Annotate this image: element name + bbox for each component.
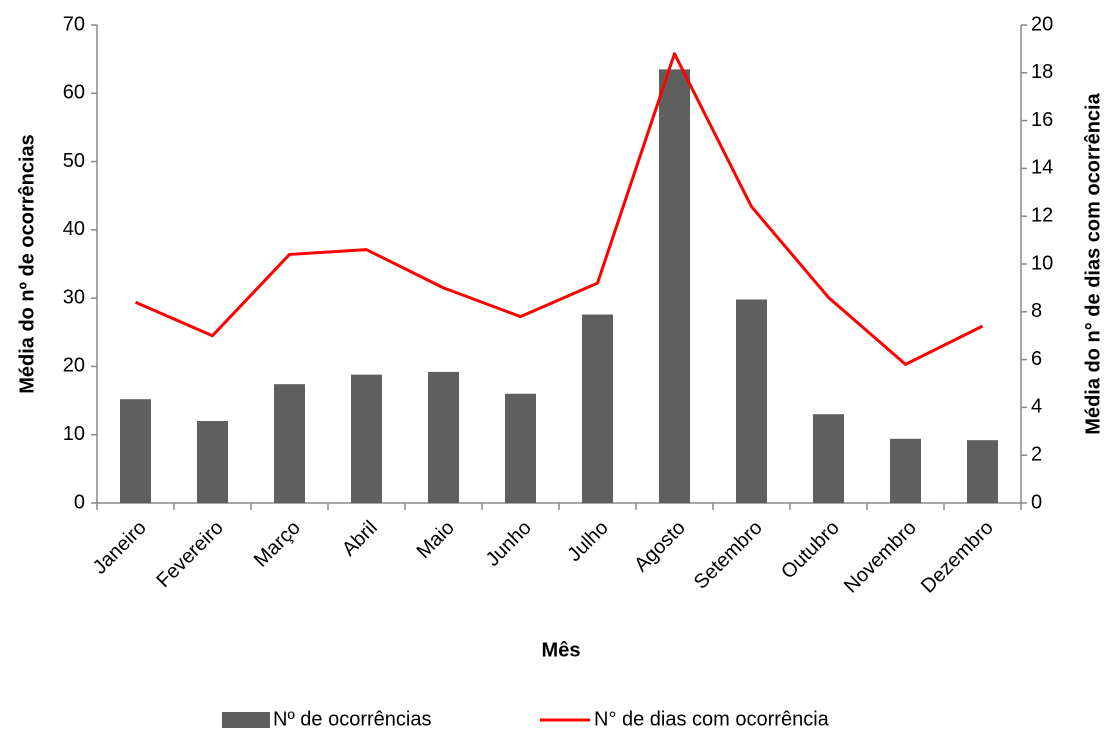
bar [505, 393, 536, 503]
y-tick-label: 20 [63, 355, 85, 377]
y2-tick-label: 4 [1031, 396, 1042, 418]
x-tick-label: Janeiro [89, 517, 151, 579]
bar [890, 438, 921, 503]
y-tick-label: 40 [63, 218, 85, 240]
y-tick-label: 0 [74, 491, 85, 513]
x-tick-label: Setembro [690, 517, 767, 594]
y-tick-label: 10 [63, 423, 85, 445]
bar [582, 314, 613, 503]
x-tick-label: Julho [563, 517, 612, 566]
x-tick-label: Agosto [630, 517, 690, 577]
y2-tick-label: 2 [1031, 443, 1042, 465]
y2-tick-label: 16 [1031, 109, 1053, 131]
y2-tick-label: 18 [1031, 61, 1053, 83]
legend-label: Nº de ocorrências [273, 708, 432, 730]
x-axis-title: Mês [542, 639, 581, 661]
x-tick-label: Dezembro [917, 517, 998, 598]
bar [659, 69, 690, 503]
line [134, 52, 984, 366]
x-tick-label: Maio [413, 517, 459, 563]
bar [197, 421, 228, 503]
x-tick-label: Março [250, 517, 305, 572]
y2-tick-label: 14 [1031, 157, 1053, 179]
bar [967, 440, 998, 503]
x-tick-label: Junho [482, 517, 536, 571]
y-tick-label: 30 [63, 286, 85, 308]
y2-tick-label: 20 [1031, 13, 1053, 35]
y-tick-label: 70 [63, 13, 85, 35]
y2-axis-title: Média do n° de dias com ocorrência [1082, 92, 1104, 434]
x-tick-label: Abril [338, 517, 382, 561]
y-axis-title: Média do nº de ocorrências [16, 134, 38, 394]
bar [274, 384, 305, 503]
legend-label: N° de dias com ocorrência [594, 708, 830, 730]
x-tick-label: Novembro [840, 517, 921, 598]
bar [813, 414, 844, 503]
y2-tick-label: 12 [1031, 204, 1053, 226]
y2-tick-label: 8 [1031, 300, 1042, 322]
x-tick-label: Outubro [777, 517, 844, 584]
legend-swatch [222, 712, 270, 728]
y-tick-label: 60 [63, 82, 85, 104]
bar [120, 399, 151, 503]
x-tick-label: Fevereiro [152, 517, 227, 592]
y2-tick-label: 6 [1031, 348, 1042, 370]
y-tick-label: 50 [63, 150, 85, 172]
y2-tick-label: 0 [1031, 491, 1042, 513]
bar [351, 374, 382, 503]
bar [736, 299, 767, 503]
bar [428, 371, 459, 503]
y2-tick-label: 10 [1031, 252, 1053, 274]
